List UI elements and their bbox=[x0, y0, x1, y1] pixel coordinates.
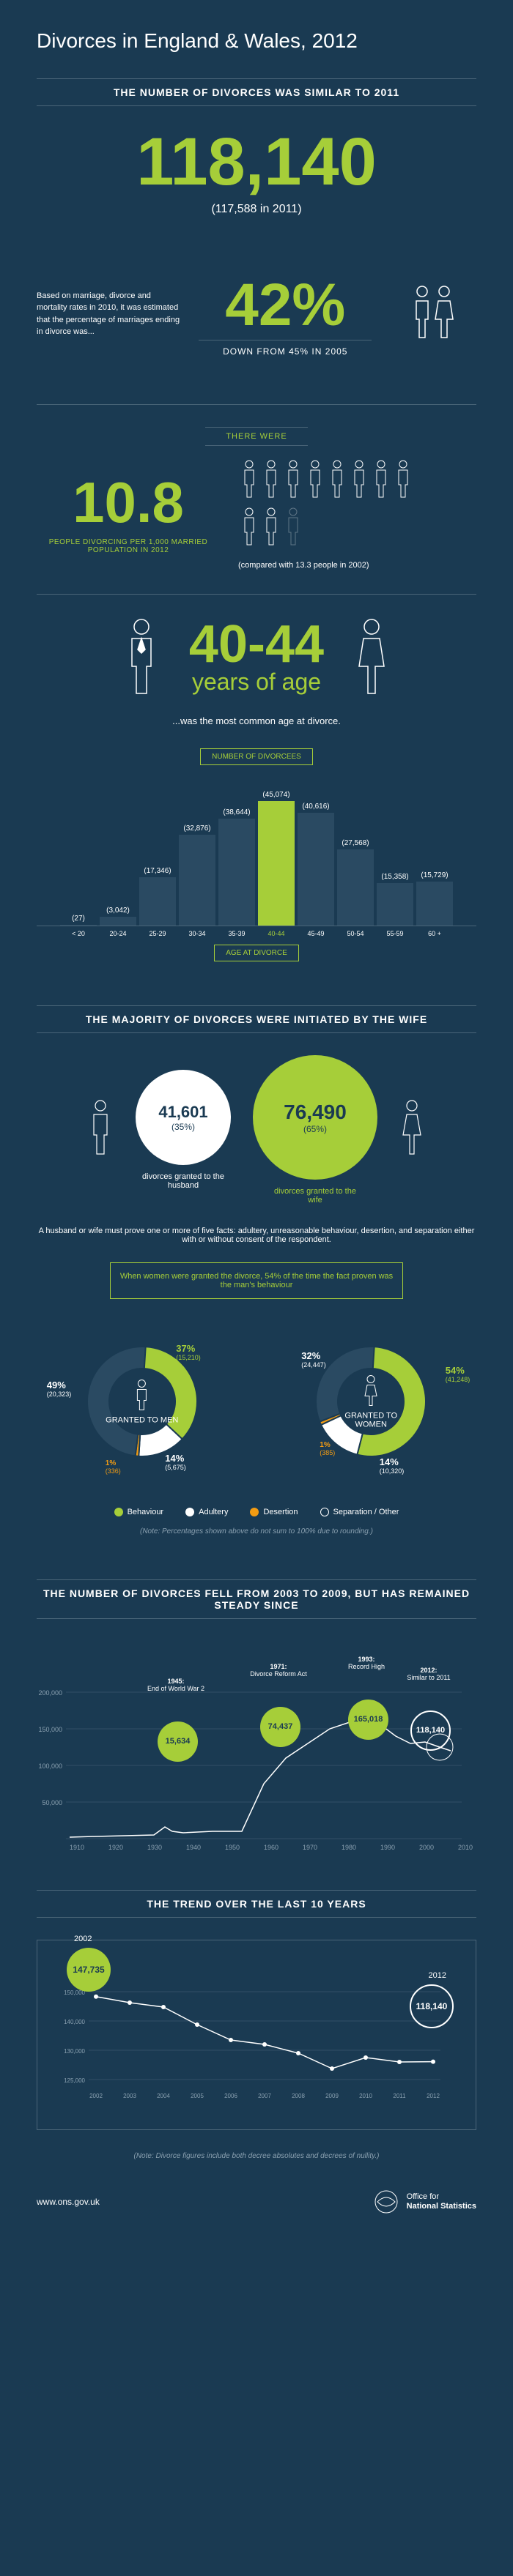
svg-text:2004: 2004 bbox=[157, 2093, 170, 2099]
svg-text:2005: 2005 bbox=[191, 2093, 204, 2099]
woman-icon bbox=[353, 617, 390, 701]
couple-icon bbox=[390, 283, 476, 345]
svg-text:2009: 2009 bbox=[325, 2093, 339, 2099]
svg-text:1990: 1990 bbox=[380, 1844, 395, 1851]
wife-circle: 76,490 (65%) bbox=[253, 1055, 377, 1180]
historical-line-chart: 200,000 150,000 100,000 50,000 1910 1920 1… bbox=[37, 1648, 476, 1853]
age-bar: (27) bbox=[60, 915, 97, 925]
husband-circle: 41,601 (35%) bbox=[136, 1070, 231, 1165]
svg-text:2008: 2008 bbox=[292, 2093, 305, 2099]
svg-text:125,000: 125,000 bbox=[64, 2077, 85, 2084]
svg-text:1920: 1920 bbox=[108, 1844, 123, 1851]
age-bar: (27,568) bbox=[337, 839, 374, 926]
svg-text:1980: 1980 bbox=[342, 1844, 356, 1851]
people-grid-icon: (compared with 13.3 people in 2002) bbox=[238, 457, 476, 572]
yellow-box: When women were granted the divorce, 54%… bbox=[110, 1262, 403, 1299]
donut-legend: BehaviourAdulteryDesertionSeparation / O… bbox=[37, 1508, 476, 1516]
svg-text:130,000: 130,000 bbox=[64, 2048, 85, 2055]
svg-text:2003: 2003 bbox=[123, 2093, 136, 2099]
chart-label-top: NUMBER OF DIVORCEES bbox=[200, 748, 313, 765]
age-bar: (3,042) bbox=[100, 907, 136, 925]
trend-note: (Note: Divorce figures include both decr… bbox=[37, 2152, 476, 2160]
age-sub: years of age bbox=[189, 669, 324, 696]
age-bar: (45,074) bbox=[258, 791, 295, 926]
age-bar: (38,644) bbox=[218, 808, 255, 926]
footer-url: www.ons.gov.uk bbox=[37, 2197, 100, 2207]
section-age: 40-44 years of age bbox=[37, 617, 476, 701]
woman-icon-2 bbox=[399, 1098, 425, 1161]
trend-start-callout: 147,735 bbox=[67, 1948, 111, 1992]
section-42: Based on marriage, divorce and mortality… bbox=[37, 253, 476, 375]
big-number: 118,140 bbox=[37, 128, 476, 196]
man-icon-2 bbox=[88, 1098, 114, 1161]
svg-text:2002: 2002 bbox=[89, 2093, 103, 2099]
age-desc: ...was the most common age at divorce. bbox=[37, 715, 476, 726]
husband-label: divorces granted to the husband bbox=[136, 1172, 231, 1190]
svg-text:150,000: 150,000 bbox=[38, 1726, 62, 1733]
compared-text: (compared with 13.3 people in 2002) bbox=[238, 559, 476, 572]
ons-logo: Office forNational Statistics bbox=[374, 2189, 476, 2215]
initiated-title: THE MAJORITY OF DIVORCES WERE INITIATED … bbox=[37, 1005, 476, 1033]
age-bar: (17,346) bbox=[139, 867, 176, 925]
down-from: DOWN FROM 45% IN 2005 bbox=[199, 340, 372, 357]
man-icon bbox=[123, 617, 160, 701]
chart-label-bottom: AGE AT DIVORCE bbox=[214, 945, 299, 961]
trend-end-callout: 118,140 bbox=[410, 1984, 454, 2028]
svg-text:2010: 2010 bbox=[458, 1844, 473, 1851]
subtitle: THE NUMBER OF DIVORCES WAS SIMILAR TO 20… bbox=[37, 78, 476, 106]
intro-text: Based on marriage, divorce and mortality… bbox=[37, 290, 180, 338]
svg-text:1950: 1950 bbox=[225, 1844, 240, 1851]
svg-text:2007: 2007 bbox=[258, 2093, 271, 2099]
age-range: 40-44 bbox=[189, 621, 324, 669]
svg-text:2012: 2012 bbox=[427, 2093, 440, 2099]
prev-year: (117,588 in 2011) bbox=[37, 203, 476, 216]
age-bar: (15,729) bbox=[416, 871, 453, 925]
donut-note: (Note: Percentages shown above do not su… bbox=[37, 1527, 476, 1535]
svg-text:2010: 2010 bbox=[359, 2093, 372, 2099]
footer: www.ons.gov.uk Office forNational Statis… bbox=[37, 2189, 476, 2215]
svg-text:140,000: 140,000 bbox=[64, 2019, 85, 2025]
age-bar-chart: (27)(3,042)(17,346)(32,876)(38,644)(45,0… bbox=[37, 780, 476, 926]
svg-text:2000: 2000 bbox=[419, 1844, 434, 1851]
donut-women: GRANTED TO WOMEN 54%(41,248) 14%(10,320)… bbox=[298, 1328, 444, 1478]
facts-text: A husband or wife must prove one or more… bbox=[37, 1226, 476, 1244]
page-title: Divorces in England & Wales, 2012 bbox=[37, 29, 476, 53]
svg-text:1960: 1960 bbox=[264, 1844, 278, 1851]
age-bar: (15,358) bbox=[377, 873, 413, 926]
svg-text:1930: 1930 bbox=[147, 1844, 162, 1851]
desc-108: PEOPLE DIVORCING PER 1,000 MARRIED POPUL… bbox=[37, 538, 220, 554]
age-bar: (40,616) bbox=[298, 803, 334, 925]
svg-text:1910: 1910 bbox=[70, 1844, 84, 1851]
num-108: 10.8 bbox=[37, 474, 220, 531]
svg-text:1940: 1940 bbox=[186, 1844, 201, 1851]
line-chart-title: THE NUMBER OF DIVORCES FELL FROM 2003 TO… bbox=[37, 1579, 476, 1619]
wife-label: divorces granted to the wife bbox=[267, 1187, 363, 1205]
there-were: THERE WERE bbox=[205, 427, 308, 446]
trend-chart: 147,735 2002 118,140 2012 150,000 140,00… bbox=[37, 1940, 476, 2130]
svg-text:200,000: 200,000 bbox=[38, 1689, 62, 1697]
trend-title: THE TREND OVER THE LAST 10 YEARS bbox=[37, 1890, 476, 1918]
svg-text:2011: 2011 bbox=[393, 2093, 406, 2099]
svg-text:1970: 1970 bbox=[303, 1844, 317, 1851]
age-bar: (32,876) bbox=[179, 824, 215, 926]
pct-42: 42% bbox=[199, 271, 372, 340]
svg-text:2006: 2006 bbox=[224, 2093, 237, 2099]
svg-text:100,000: 100,000 bbox=[38, 1762, 62, 1770]
section-108: THERE WERE 10.8 PEOPLE DIVORCING PER 1,0… bbox=[37, 427, 476, 572]
svg-text:50,000: 50,000 bbox=[42, 1799, 62, 1806]
donut-men: GRANTED TO MEN 37%(15,210) 14%(5,675) 1%… bbox=[69, 1328, 215, 1478]
